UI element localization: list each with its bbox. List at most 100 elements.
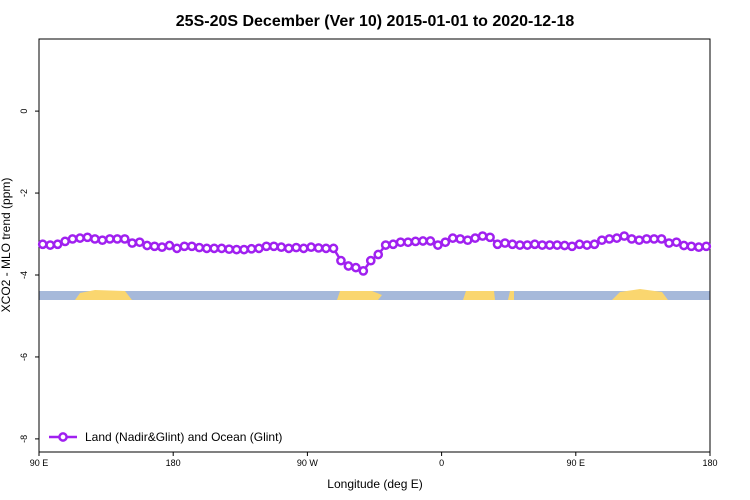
data-point: [686, 241, 697, 252]
data-point: [477, 231, 488, 241]
x-tick-label: 180: [166, 458, 181, 468]
data-point: [529, 239, 540, 250]
data-point: [492, 239, 503, 250]
data-point: [164, 240, 175, 251]
data-point: [216, 243, 227, 254]
x-tick-label: 90 E: [30, 458, 49, 468]
data-point: [343, 261, 354, 271]
data-point: [239, 244, 249, 255]
data-point: [380, 240, 391, 250]
data-point: [626, 234, 637, 244]
data-point: [134, 237, 145, 248]
data-point: [611, 233, 622, 243]
data-point: [641, 234, 652, 244]
data-point: [701, 241, 712, 252]
data-point: [351, 262, 361, 273]
data-point: [649, 234, 659, 244]
data-point: [231, 244, 242, 255]
land: [508, 291, 514, 300]
data-point: [485, 232, 495, 243]
data-point: [634, 235, 645, 246]
data-point: [433, 240, 443, 250]
y-tick-label: 0: [19, 109, 29, 114]
x-axis-label: Longitude (deg E): [327, 477, 422, 491]
land-ocean-strip: [39, 289, 710, 300]
data-point: [261, 241, 272, 252]
data-point: [172, 243, 182, 254]
data-point: [328, 243, 339, 254]
data-point: [75, 233, 85, 243]
data-point: [388, 239, 398, 250]
data-point: [597, 235, 607, 246]
data-point: [537, 240, 548, 250]
data-point: [604, 234, 615, 244]
data-point: [425, 236, 436, 246]
data-point: [507, 239, 518, 250]
data-point: [313, 243, 324, 253]
data-point: [82, 232, 93, 243]
data-point: [321, 243, 331, 254]
data-point: [37, 239, 48, 250]
data-point: [574, 239, 585, 250]
legend-label: Land (Nadir&Glint) and Ocean (Glint): [85, 430, 282, 444]
land: [75, 290, 132, 300]
data-point: [365, 255, 376, 266]
data-point: [522, 240, 533, 250]
x-tick-label: 90 E: [567, 458, 586, 468]
data-point: [552, 240, 563, 250]
data-point: [395, 237, 406, 248]
data-point: [679, 240, 689, 251]
y-tick-label: -4: [19, 271, 29, 279]
data-point: [693, 242, 704, 252]
data-point: [209, 243, 220, 254]
data-point: [470, 233, 480, 243]
data-point: [186, 241, 197, 252]
data-point: [119, 234, 130, 244]
data-point: [455, 234, 466, 244]
data-point: [440, 237, 451, 248]
data-point: [619, 231, 630, 241]
data-point: [52, 239, 63, 250]
data-point: [567, 241, 577, 252]
land: [463, 291, 495, 300]
data-point: [201, 243, 212, 254]
data-point: [559, 240, 570, 251]
y-tick-label: -2: [19, 189, 29, 197]
data-point: [291, 242, 302, 253]
data-point: [157, 242, 167, 252]
data-point: [656, 234, 667, 244]
data-point: [179, 241, 190, 252]
y-tick-label: -8: [19, 435, 29, 443]
data-point: [283, 243, 294, 254]
land: [612, 289, 668, 300]
data-point: [403, 237, 413, 248]
x-tick-label: 180: [702, 458, 717, 468]
data-point: [254, 243, 264, 254]
x-tick-label: 90 W: [297, 458, 319, 468]
data-point: [336, 255, 346, 266]
data-point: [664, 238, 674, 248]
land: [337, 291, 382, 300]
data-point: [142, 240, 152, 251]
data-point: [104, 234, 115, 244]
data-point: [246, 243, 257, 254]
data-point: [276, 242, 287, 252]
data-point: [269, 241, 279, 252]
data-point: [60, 236, 70, 247]
data-point: [500, 238, 510, 248]
data-point: [298, 243, 309, 254]
data-point: [45, 240, 56, 250]
data-point: [112, 234, 123, 244]
data-point: [67, 234, 78, 244]
data-point: [373, 249, 384, 260]
legend-marker: [58, 432, 68, 442]
data-point: [544, 240, 555, 250]
data-point: [306, 242, 316, 252]
data-point: [97, 235, 108, 246]
data-point: [582, 240, 592, 250]
data-point: [410, 236, 421, 247]
data-point: [462, 235, 473, 246]
data-point: [90, 234, 100, 244]
data-point: [358, 266, 369, 276]
